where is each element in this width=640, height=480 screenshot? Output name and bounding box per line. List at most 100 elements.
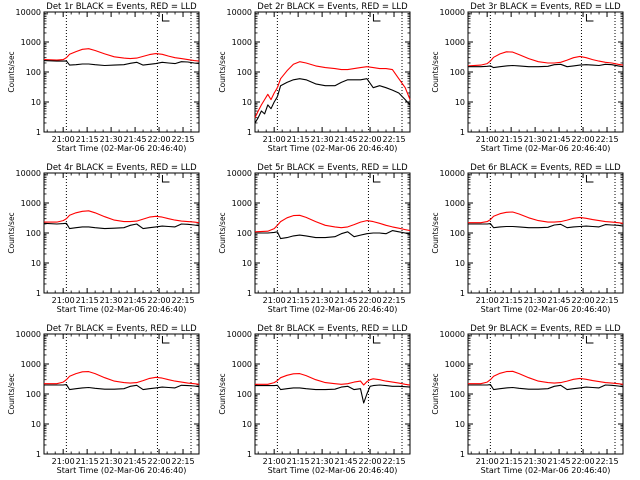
y-axis-title: Counts/sec bbox=[431, 51, 440, 92]
y-tick-label: 1 bbox=[460, 289, 465, 298]
y-tick-label: 10 bbox=[31, 420, 41, 429]
events-series-line bbox=[255, 230, 411, 240]
y-tick-label: 10000 bbox=[16, 330, 41, 339]
x-tick-label: 21:00 bbox=[52, 296, 75, 305]
x-tick-label: 21:00 bbox=[263, 135, 286, 144]
y-tick-label: 10000 bbox=[227, 8, 252, 17]
corner-marker bbox=[161, 175, 170, 183]
lld-series-line bbox=[254, 61, 411, 118]
panel-title: Det 9r BLACK = Events, RED = LLD bbox=[470, 324, 621, 334]
y-tick-label: 1 bbox=[247, 128, 252, 137]
y-tick-label: 100 bbox=[237, 390, 252, 399]
y-tick-label: 1000 bbox=[232, 38, 252, 47]
x-tick-label: 21:15 bbox=[500, 296, 523, 305]
y-tick-label: 10 bbox=[242, 259, 252, 268]
panel-title: Det 5r BLACK = Events, RED = LLD bbox=[257, 163, 408, 173]
x-tick-label: 22:00 bbox=[148, 296, 171, 305]
plot-frame bbox=[254, 11, 411, 133]
y-tick-label: 100 bbox=[26, 229, 41, 238]
x-tick-label: 21:00 bbox=[476, 457, 499, 466]
lld-series-line bbox=[467, 51, 624, 67]
x-axis-title: Start Time (02-Mar-06 20:46:40) bbox=[268, 144, 398, 153]
y-tick-label: 100 bbox=[450, 390, 465, 399]
corner-marker bbox=[161, 336, 170, 344]
x-tick-label: 22:00 bbox=[148, 457, 171, 466]
corner-marker bbox=[161, 14, 170, 22]
y-axis-title: Counts/sec bbox=[431, 212, 440, 253]
y-tick-label: 10000 bbox=[440, 330, 465, 339]
x-tick-label: 22:00 bbox=[148, 135, 171, 144]
x-axis-title: Start Time (02-Mar-06 20:46:40) bbox=[57, 144, 187, 153]
y-tick-label: 10000 bbox=[227, 330, 252, 339]
panel-title: Det 8r BLACK = Events, RED = LLD bbox=[257, 324, 408, 334]
detector-panel-2: Det 2r BLACK = Events, RED = LLD 1 10 100 10… bbox=[218, 2, 411, 153]
x-tick-label: 22:15 bbox=[171, 457, 194, 466]
x-tick-label: 21:45 bbox=[335, 135, 358, 144]
y-axis-title: Counts/sec bbox=[7, 51, 16, 92]
x-tick-label: 21:00 bbox=[52, 135, 75, 144]
plot-frame bbox=[43, 11, 200, 133]
x-tick-label: 21:45 bbox=[548, 457, 571, 466]
y-tick-label: 10000 bbox=[440, 8, 465, 17]
y-tick-label: 10000 bbox=[227, 169, 252, 178]
events-series-line bbox=[468, 223, 624, 229]
x-tick-label: 21:45 bbox=[335, 296, 358, 305]
x-tick-label: 21:30 bbox=[311, 296, 334, 305]
x-tick-label: 22:15 bbox=[382, 457, 405, 466]
y-tick-label: 10 bbox=[242, 420, 252, 429]
y-tick-label: 10000 bbox=[440, 169, 465, 178]
x-tick-label: 22:00 bbox=[572, 135, 595, 144]
panel-title: Det 4r BLACK = Events, RED = LLD bbox=[46, 163, 197, 173]
x-tick-label: 21:30 bbox=[311, 135, 334, 144]
corner-marker bbox=[372, 14, 381, 22]
y-tick-label: 1000 bbox=[21, 360, 41, 369]
x-tick-label: 21:15 bbox=[287, 135, 310, 144]
events-series-line bbox=[255, 384, 411, 404]
x-tick-label: 22:15 bbox=[171, 135, 194, 144]
x-tick-label: 21:00 bbox=[476, 296, 499, 305]
corner-marker bbox=[585, 175, 594, 183]
y-axis-title: Counts/sec bbox=[218, 373, 227, 414]
x-tick-label: 22:15 bbox=[171, 296, 194, 305]
y-tick-label: 1000 bbox=[232, 199, 252, 208]
y-axis-title: Counts/sec bbox=[7, 212, 16, 253]
events-series-line bbox=[43, 222, 200, 230]
x-tick-label: 21:45 bbox=[548, 296, 571, 305]
y-tick-label: 10 bbox=[455, 98, 465, 107]
detector-panel-8: Det 8r BLACK = Events, RED = LLD 1 10 100 10… bbox=[218, 324, 411, 475]
panel-title: Det 2r BLACK = Events, RED = LLD bbox=[257, 2, 408, 12]
y-tick-label: 1 bbox=[247, 450, 252, 459]
y-tick-label: 1000 bbox=[445, 199, 465, 208]
events-series-line bbox=[468, 384, 624, 391]
plot-frame bbox=[467, 11, 624, 133]
x-tick-label: 21:15 bbox=[287, 296, 310, 305]
x-tick-label: 21:45 bbox=[124, 135, 147, 144]
y-tick-label: 1 bbox=[36, 289, 41, 298]
x-tick-label: 21:15 bbox=[500, 135, 523, 144]
lld-series-line bbox=[255, 373, 411, 386]
y-tick-label: 1000 bbox=[232, 360, 252, 369]
panel-title: Det 1r BLACK = Events, RED = LLD bbox=[46, 2, 197, 12]
x-axis-title: Start Time (02-Mar-06 20:46:40) bbox=[481, 305, 611, 314]
lld-series-line bbox=[468, 370, 624, 385]
lld-series-line bbox=[254, 214, 411, 233]
x-tick-label: 21:15 bbox=[76, 457, 99, 466]
x-tick-label: 22:15 bbox=[382, 135, 405, 144]
x-tick-label: 21:45 bbox=[124, 457, 147, 466]
x-tick-label: 21:15 bbox=[76, 135, 99, 144]
plot-frame bbox=[467, 333, 624, 455]
detector-panel-7: Det 7r BLACK = Events, RED = LLD 1 10 100 10… bbox=[7, 324, 200, 475]
x-axis-title: Start Time (02-Mar-06 20:46:40) bbox=[481, 144, 611, 153]
x-tick-label: 21:30 bbox=[100, 135, 123, 144]
x-tick-label: 21:30 bbox=[100, 296, 123, 305]
plot-frame bbox=[43, 172, 200, 294]
plot-frame bbox=[254, 333, 411, 455]
y-tick-label: 1 bbox=[247, 289, 252, 298]
detector-panel-6: Det 6r BLACK = Events, RED = LLD 1 10 100 10… bbox=[431, 163, 624, 314]
detector-panel-4: Det 4r BLACK = Events, RED = LLD 1 10 100 10… bbox=[7, 163, 200, 314]
y-tick-label: 100 bbox=[26, 390, 41, 399]
detector-panel-3: Det 3r BLACK = Events, RED = LLD 1 10 100 10… bbox=[431, 2, 624, 153]
x-tick-label: 21:15 bbox=[500, 457, 523, 466]
lld-series-line bbox=[468, 211, 624, 224]
